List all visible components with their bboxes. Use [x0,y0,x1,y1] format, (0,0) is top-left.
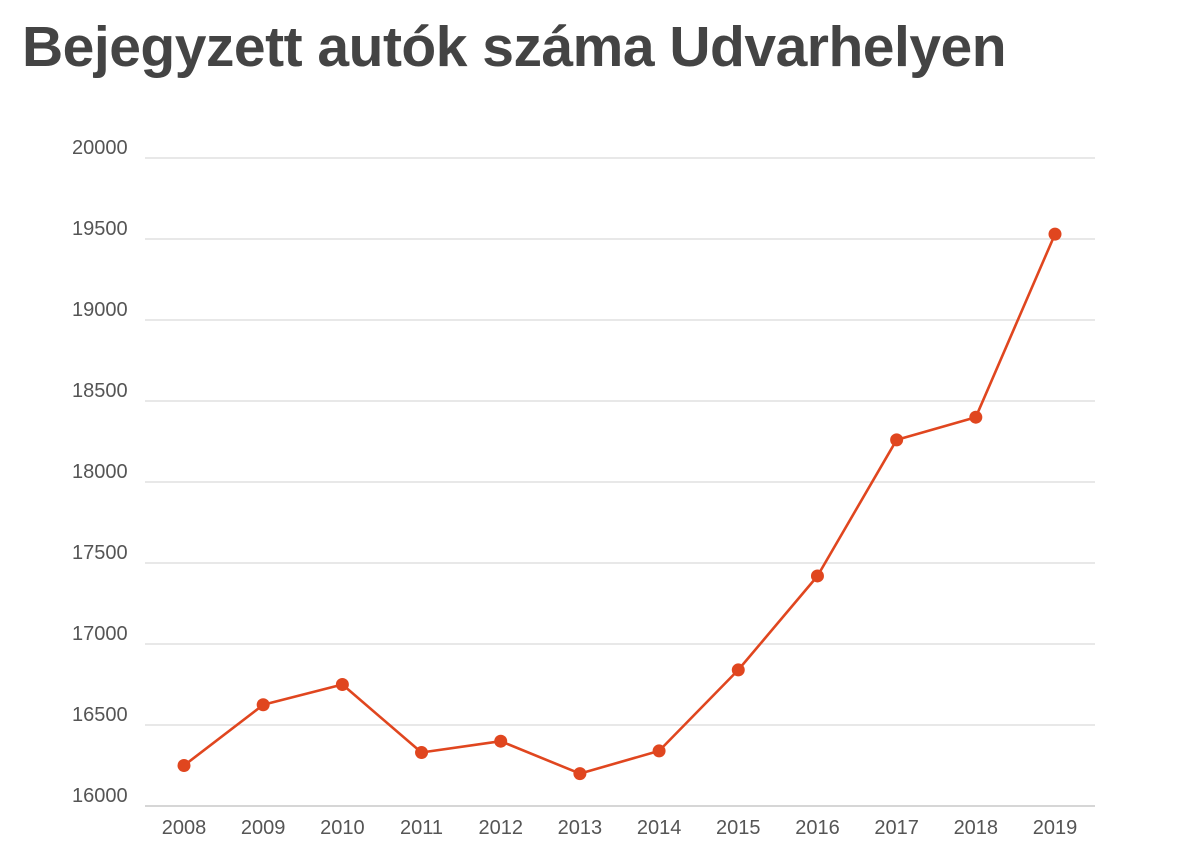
y-tick-label: 20000 [72,137,128,159]
x-tick-label: 2011 [400,817,443,839]
data-point [969,410,983,424]
x-tick-label: 2012 [478,817,523,839]
data-point [1048,227,1062,241]
y-tick-label: 19000 [72,299,128,321]
data-point [256,698,270,712]
data-point [177,759,191,772]
y-tick-label: 18000 [72,461,128,483]
y-tick-label: 19500 [72,218,128,240]
data-point [731,663,745,677]
x-tick-label: 2014 [637,817,682,839]
data-point [890,433,904,447]
y-tick-label: 16000 [72,785,128,807]
data-point [573,767,587,781]
y-tick-label: 17000 [72,623,128,645]
gridlines [145,157,1095,807]
x-tick-label: 2019 [1033,817,1078,839]
x-tick-label: 2010 [320,817,365,839]
data-point [652,744,666,758]
y-axis-ticks: 16000 16500 17000 17500 18000 18500 19000 19500… [72,137,128,807]
series-layer [177,227,1062,781]
x-tick-label: 2015 [716,817,761,839]
x-tick-label: 2008 [162,817,207,839]
series-line [183,233,1057,775]
data-point [494,734,508,748]
x-tick-label: 2009 [241,817,286,839]
y-tick-label: 16500 [72,704,128,726]
y-tick-label: 17500 [72,542,128,564]
x-tick-label: 2016 [795,817,840,839]
data-point [415,746,429,760]
x-axis-ticks: 2008 2009 2010 2011 2012 2013 2014 2015 2016 2017… [162,817,1078,839]
data-point [335,678,349,691]
data-point [810,569,824,583]
y-tick-label: 18500 [72,380,128,402]
x-tick-label: 2013 [558,817,603,839]
x-tick-label: 2017 [874,817,919,839]
x-tick-label: 2018 [954,817,999,839]
chart-title: Bejegyzett autók száma Udvarhelyen [22,15,1007,79]
